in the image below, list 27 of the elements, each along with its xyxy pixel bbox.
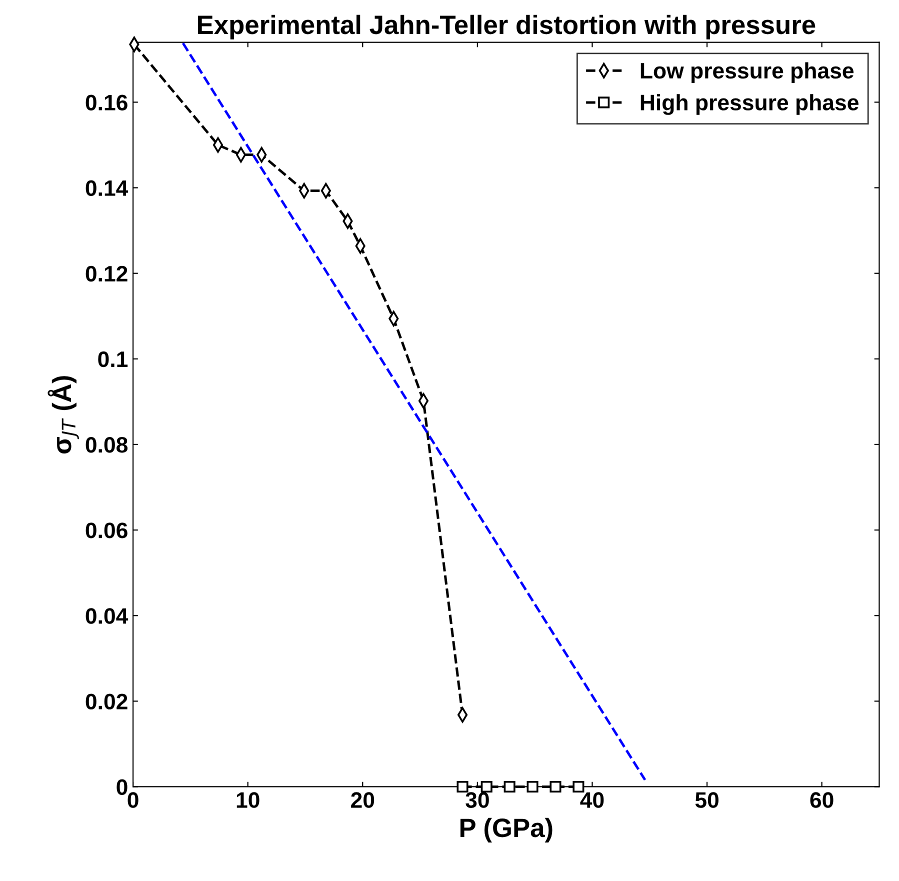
point: [572, 780, 584, 792]
point: [550, 780, 562, 792]
x-tick-label: 40: [580, 792, 604, 808]
y-tick-label: 0.02: [86, 694, 128, 710]
x-tick-label: 20: [351, 792, 374, 808]
y-tick-label: 0.04: [86, 608, 128, 624]
x-tick-label: 10: [236, 792, 260, 808]
y-tick-label: 0.1: [98, 351, 128, 368]
point: [456, 780, 468, 792]
y-tick-label: 0: [116, 779, 128, 796]
legend-label: Low pressure phase: [640, 62, 854, 84]
point: [480, 780, 492, 792]
y-tick-label: 0.08: [86, 436, 128, 453]
chart-title: Experimental Jahn-Teller distortion with pressure: [198, 14, 816, 40]
y-axis-title: σ$_{JT}$ (Å): [48, 376, 80, 454]
x-tick-label: 0: [128, 792, 138, 808]
y-tick-label: 0.14: [86, 180, 128, 196]
x-tick-label: 50: [695, 792, 718, 808]
point: [504, 780, 516, 792]
legend-label: High pressure phase: [640, 94, 858, 115]
x-tick-label: 30: [466, 792, 489, 808]
y-tick-label: 0.12: [86, 266, 128, 282]
x-axis-title: P (GPa): [460, 818, 552, 842]
x-tick-label: 60: [810, 792, 834, 808]
point: [526, 780, 538, 792]
y-tick-label: 0.06: [86, 522, 128, 538]
y-tick-label: 0.16: [86, 94, 128, 110]
